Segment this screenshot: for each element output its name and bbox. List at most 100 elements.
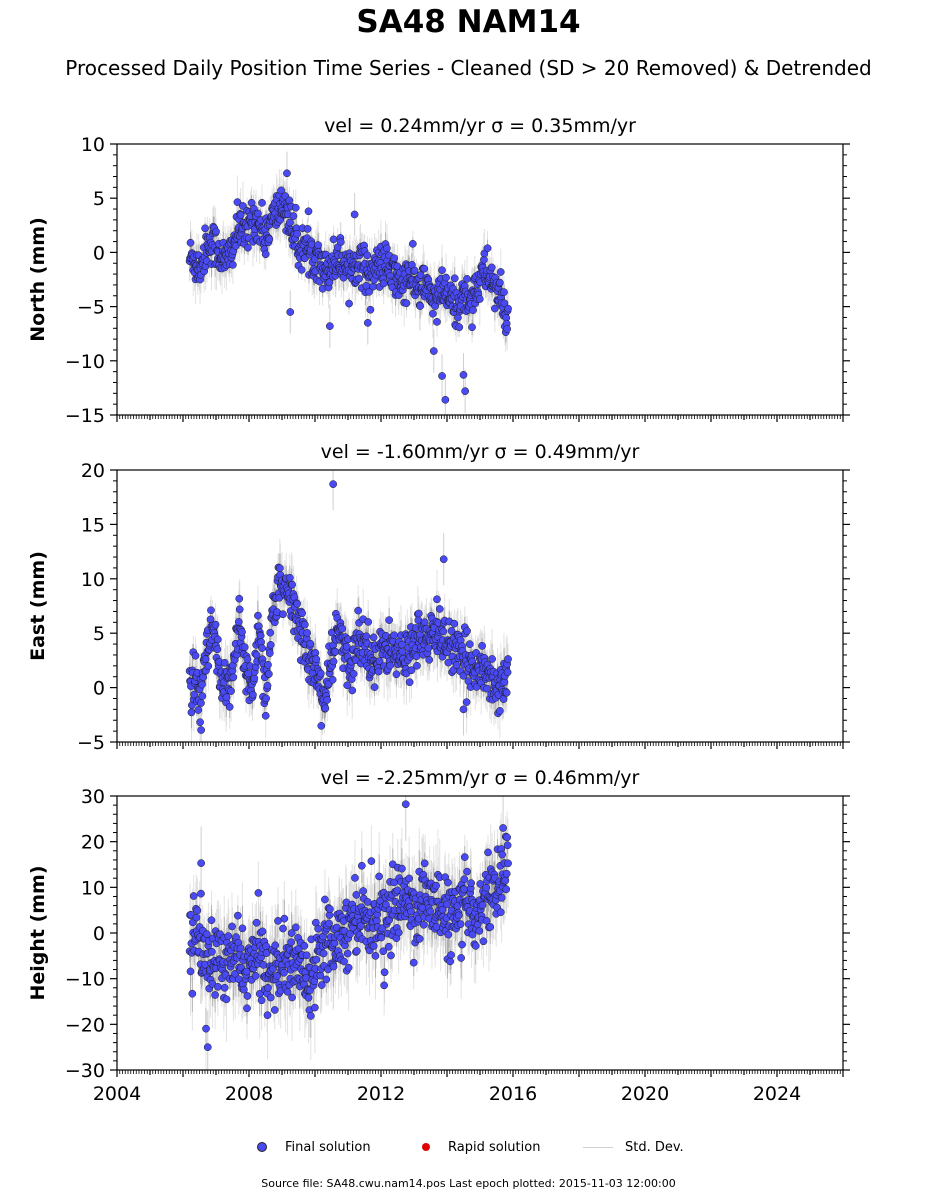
data-point <box>328 675 337 684</box>
data-point <box>293 229 301 238</box>
data-point <box>293 599 301 608</box>
data-point <box>213 645 222 654</box>
data-point <box>239 202 247 210</box>
data-point <box>504 304 512 313</box>
data-point <box>331 647 340 656</box>
data-layer <box>185 151 512 415</box>
data-point <box>444 658 453 667</box>
data-point <box>433 595 441 604</box>
data-point <box>392 670 401 679</box>
data-point <box>455 323 464 332</box>
data-point <box>412 652 421 661</box>
data-point <box>194 706 203 714</box>
data-point <box>424 644 433 652</box>
data-point <box>379 279 388 288</box>
data-point <box>374 667 383 676</box>
data-point <box>277 186 286 195</box>
data-point <box>235 594 244 603</box>
data-point <box>220 658 229 667</box>
data-layer <box>185 796 512 1070</box>
data-point <box>438 266 446 275</box>
data-point <box>317 722 326 730</box>
data-point <box>211 620 220 629</box>
panel-title: vel = -1.60mm/yr σ = 0.49mm/yr <box>321 441 640 463</box>
data-point <box>402 299 411 308</box>
data-point <box>329 480 337 488</box>
data-point <box>364 618 373 626</box>
y-tick-label: −5 <box>77 297 105 319</box>
final-solution-points <box>185 169 512 404</box>
data-point <box>262 694 270 703</box>
data-point <box>213 635 222 644</box>
y-tick-label: 5 <box>93 188 105 210</box>
data-point <box>385 616 393 624</box>
data-point <box>495 707 504 715</box>
data-point <box>413 661 421 670</box>
data-point <box>235 605 244 614</box>
data-point <box>504 655 512 663</box>
data-point <box>197 726 205 734</box>
data-point <box>429 347 438 355</box>
data-point <box>225 703 234 711</box>
data-point <box>190 690 199 699</box>
data-point <box>258 198 266 207</box>
data-point <box>369 633 378 642</box>
y-tick-label: 20 <box>81 460 105 482</box>
data-point <box>265 235 274 244</box>
data-point <box>438 372 446 380</box>
data-point <box>312 655 321 663</box>
data-point <box>500 288 508 296</box>
y-tick-label: −5 <box>77 732 105 754</box>
data-point <box>365 287 373 296</box>
panel-title: vel = -2.25mm/yr σ = 0.46mm/yr <box>321 767 640 789</box>
data-point <box>238 628 246 636</box>
data-point <box>375 657 384 666</box>
data-layer <box>185 470 512 742</box>
data-point <box>414 609 423 618</box>
data-point <box>234 618 243 626</box>
x-axis <box>116 742 844 749</box>
data-point <box>420 264 429 273</box>
y-tick-label: 10 <box>81 134 105 156</box>
data-point <box>343 681 352 690</box>
data-point <box>390 631 399 640</box>
data-point <box>425 655 434 664</box>
data-point <box>254 209 262 218</box>
data-point <box>265 670 273 678</box>
data-point <box>363 319 372 327</box>
data-point <box>490 304 499 313</box>
data-point <box>405 678 414 687</box>
data-point <box>289 212 298 220</box>
data-point <box>201 655 210 664</box>
data-point <box>350 210 359 219</box>
data-point <box>435 605 444 613</box>
data-point <box>321 704 330 713</box>
data-point <box>459 371 468 379</box>
data-point <box>254 611 262 620</box>
data-point <box>261 711 270 720</box>
data-point <box>244 669 253 678</box>
data-point <box>475 295 484 303</box>
data-point <box>279 610 287 619</box>
data-point <box>465 640 474 648</box>
data-point <box>244 243 252 252</box>
data-point <box>303 629 311 637</box>
data-point <box>461 387 469 396</box>
data-point <box>266 628 275 637</box>
data-point <box>450 619 459 628</box>
data-point <box>229 673 238 682</box>
data-point <box>261 250 270 259</box>
data-point <box>264 660 272 669</box>
data-point <box>348 686 357 695</box>
y-tick-label: 10 <box>81 569 105 591</box>
y-axis: −5 0 5 10 15 20 <box>77 460 850 754</box>
data-point <box>304 207 313 216</box>
data-point <box>186 238 195 247</box>
data-point <box>463 627 471 635</box>
panel-3: vel = -2.25mm/yr σ = 0.46mm/yr Height (mm… <box>27 767 850 1105</box>
data-point <box>416 302 424 310</box>
data-point <box>345 299 353 308</box>
data-point <box>326 322 334 330</box>
y-tick-label: 5 <box>93 623 105 645</box>
